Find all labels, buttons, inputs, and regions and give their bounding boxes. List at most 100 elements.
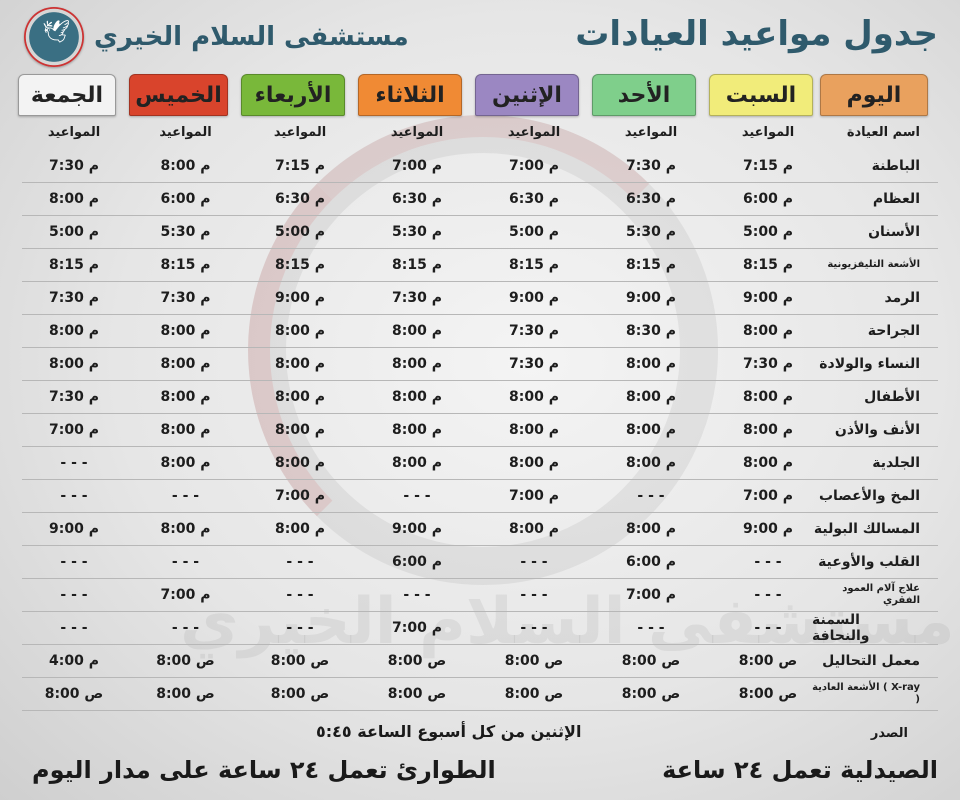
clinic-time: - - - <box>637 619 665 636</box>
clinic-time: 8:00 م <box>275 322 325 339</box>
clinic-name: المخ والأعصاب <box>818 487 920 504</box>
clinic-time: 7:30 م <box>392 289 442 306</box>
clinic-time: - - - <box>286 619 314 636</box>
clinic-time: 5:00 م <box>743 223 793 240</box>
clinic-time: 5:30 م <box>626 223 676 240</box>
clinic-time: 7:15 م <box>743 157 793 174</box>
clinic-time: 8:00 م <box>49 322 99 339</box>
tab-day-3: الإثنين <box>475 74 579 116</box>
clinic-time: 5:00 م <box>49 223 99 240</box>
clinic-time: 8:00 ص <box>504 652 564 669</box>
clinic-time: 8:00 م <box>626 520 676 537</box>
clinic-time: 8:00 م <box>160 157 211 174</box>
watermark-text: مستشفى السلام الخيري <box>180 585 955 659</box>
clinic-row: القلب والأوعية - - - 6:00 م - - - 6:00 م - - … <box>22 545 938 579</box>
clinic-time: 8:15 م <box>626 256 676 273</box>
clinic-time: - - - <box>60 487 88 504</box>
clinic-time: 8:00 ص <box>44 685 104 702</box>
clinic-time: 7:00 م <box>160 586 211 603</box>
clinic-time: 5:30 م <box>392 223 442 240</box>
clinic-name: الجراحة <box>867 322 920 339</box>
tab-day-5: الأربعاء <box>241 74 345 116</box>
clinic-time: 9:00 م <box>743 520 793 537</box>
clinic-name: الأسنان <box>868 223 920 240</box>
clinic-time: 7:30 م <box>49 388 99 405</box>
clinic-name: النساء والولادة <box>819 355 920 372</box>
pharmacy-note: الصيدلية تعمل ٢٤ ساعة <box>662 756 938 784</box>
clinic-time: 8:00 م <box>626 355 676 372</box>
clinic-time: 8:00 ص <box>270 652 330 669</box>
clinic-name-header: اسم العيادة <box>846 125 920 140</box>
clinic-time: 8:00 م <box>160 520 211 537</box>
clinic-time: 7:30 م <box>509 322 559 339</box>
clinic-name: الأطفال <box>864 388 920 405</box>
clinic-name: السمنة والنحافة <box>812 611 870 644</box>
clinic-time: - - - <box>403 487 431 504</box>
clinic-time: 7:15 م <box>275 157 325 174</box>
clinic-time: 6:30 م <box>275 190 325 207</box>
tab-day-7: الجمعة <box>18 74 116 116</box>
clinic-time: 7:00 م <box>392 619 442 636</box>
clinic-time: 9:00 م <box>743 289 793 306</box>
clinic-time: 8:00 م <box>392 388 442 405</box>
clinic-row: الأشعة العادية ( X-ray ) 8:00 ص 8:00 ص 8:00… <box>22 677 938 711</box>
clinic-time: 8:00 ص <box>738 685 798 702</box>
clinic-time: 7:00 م <box>743 487 793 504</box>
clinic-name: الأنف والأذن <box>834 421 920 438</box>
clinic-time: - - - <box>754 553 782 570</box>
times-header-7: المواعيد <box>47 125 101 140</box>
clinic-time: - - - <box>171 487 200 504</box>
clinic-time: 8:00 م <box>160 355 211 372</box>
hospital-brand: 🕊 مستشفى السلام الخيري <box>24 6 409 68</box>
clinic-time: 8:00 م <box>160 388 211 405</box>
clinic-time: 8:00 م <box>275 421 325 438</box>
clinic-time: 8:15 م <box>275 256 325 273</box>
clinic-time: 9:00 م <box>392 520 442 537</box>
clinic-time: 5:30 م <box>160 223 211 240</box>
clinic-name: الأشعة العادية ( X-ray ) <box>812 681 920 705</box>
page-title: جدول مواعيد العيادات <box>575 14 938 54</box>
clinic-time: - - - <box>403 586 431 603</box>
clinic-time: 7:00 م <box>49 421 99 438</box>
clinic-row: العظام 6:00 م 6:30 م 6:30 م 6:30 م 6:30 م 6:00… <box>22 182 938 216</box>
clinic-time: 8:00 م <box>509 388 559 405</box>
clinic-time: 8:00 م <box>743 388 793 405</box>
clinic-time: 7:30 م <box>49 157 99 174</box>
clinic-time: 8:00 ص <box>387 685 447 702</box>
clinic-time: 8:00 ص <box>738 652 798 669</box>
clinic-time: - - - <box>60 454 88 471</box>
clinic-time: 8:00 م <box>626 388 676 405</box>
clinic-name: القلب والأوعية <box>818 553 920 570</box>
clinic-time: 7:00 م <box>626 586 676 603</box>
clinic-time: 8:00 م <box>743 322 793 339</box>
clinic-time: - - - <box>60 553 88 570</box>
chest-label: الصدر <box>870 726 908 741</box>
clinic-time: - - - <box>60 586 88 603</box>
tab-day-2: الأحد <box>592 74 696 116</box>
clinic-time: 6:00 م <box>392 553 442 570</box>
clinic-time: - - - <box>754 619 782 636</box>
emergency-note: الطوارئ تعمل ٢٤ ساعة على مدار اليوم <box>32 756 496 784</box>
times-header-6: المواعيد <box>159 125 212 140</box>
clinic-time: - - - <box>171 619 200 636</box>
clinic-time: 6:30 م <box>509 190 559 207</box>
clinic-time: 8:00 م <box>392 355 442 372</box>
dove-logo-icon: 🕊 <box>24 7 84 67</box>
clinic-time: 9:00 م <box>49 520 99 537</box>
clinic-row: النساء والولادة 7:30 م 8:00 م 7:30 م 8:00 م 8… <box>22 347 938 381</box>
clinic-time: 7:30 م <box>49 289 99 306</box>
clinic-time: 8:00 ص <box>387 652 447 669</box>
clinic-time: 8:00 م <box>509 421 559 438</box>
tab-day-0: اليوم <box>820 74 928 116</box>
clinic-time: 7:00 م <box>392 157 442 174</box>
clinic-row: المخ والأعصاب 7:00 م - - - 7:00 م - - - 7:00 … <box>22 479 938 513</box>
column-headers: اسم العيادة المواعيد المواعيد المواعيد الموا… <box>22 116 938 149</box>
footer: الصدر الإثنين من كل أسبوع الساعة ٥:٤٥ ال… <box>22 718 938 798</box>
clinic-time: 8:00 م <box>49 190 99 207</box>
clinic-time: - - - <box>171 553 200 570</box>
clinic-time: 8:15 م <box>509 256 559 273</box>
clinic-time: 7:30 م <box>509 355 559 372</box>
clinic-time: 7:30 م <box>626 157 676 174</box>
clinic-time: 8:00 ص <box>621 685 681 702</box>
clinic-time: 8:00 م <box>275 454 325 471</box>
